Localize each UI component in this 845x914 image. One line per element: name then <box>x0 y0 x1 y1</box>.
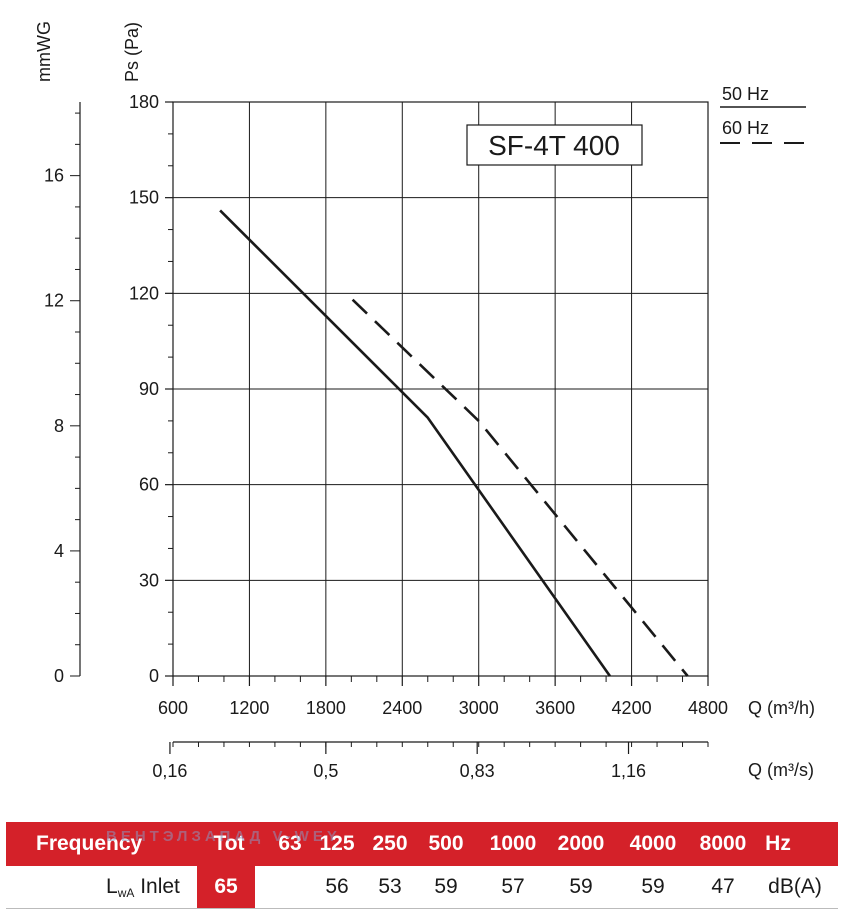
curve-60hz <box>351 298 689 677</box>
value-250: 53 <box>378 875 402 898</box>
value-4000: 59 <box>641 875 665 898</box>
y-tick-label: 180 <box>129 92 159 112</box>
x-tick-label: 1800 <box>306 698 346 718</box>
lwa-subscript: wA <box>117 885 135 900</box>
m3s-tick-label: 0,16 <box>152 761 187 781</box>
value-1000: 57 <box>501 875 525 898</box>
value-500: 59 <box>434 875 458 898</box>
table-header-row: Frequency Tot 63 125 250 500 1000 2000 4… <box>6 822 838 866</box>
legend-label-60hz: 60 Hz <box>722 118 769 138</box>
frequency-label: Frequency <box>36 832 143 855</box>
value-8000: 47 <box>711 875 735 898</box>
x-tick-label: 3000 <box>459 698 499 718</box>
model-label: SF-4T 400 <box>488 130 620 161</box>
inlet-text: Inlet <box>134 874 180 898</box>
y-tick-label: 0 <box>149 666 159 686</box>
performance-chart: 0 4 8 12 16 0 30 60 90 120 150 180 600 1200 1800 2400… <box>34 21 815 781</box>
y-tick-label: 60 <box>139 475 159 495</box>
m3h-axis-title: Q (m³/h) <box>748 698 815 718</box>
pa-axis-title: Ps (Pa) <box>122 22 142 82</box>
mmwg-tick-label: 4 <box>54 541 64 561</box>
value-2000: 59 <box>569 875 593 898</box>
value-125: 56 <box>325 875 349 898</box>
mmwg-tick-label: 16 <box>44 166 64 186</box>
band-125-header: 125 <box>319 832 355 855</box>
x-tick-label: 1200 <box>229 698 269 718</box>
hz-unit: Hz <box>765 832 791 855</box>
m3s-axis-title: Q (m³/s) <box>748 760 814 780</box>
m3s-tick-label: 0,5 <box>313 761 338 781</box>
m3s-tick-label: 1,16 <box>611 761 646 781</box>
curve-50hz <box>219 209 611 677</box>
lwa-symbol: L <box>106 874 118 898</box>
tot-value: 65 <box>197 866 255 908</box>
m3s-axis: 0,16 0,5 0,83 1,16 <box>152 741 709 781</box>
table-data-row: LwA Inlet 65 56 53 59 57 59 59 47 dB(A) <box>6 866 838 909</box>
band-8000-header: 8000 <box>699 832 747 855</box>
x-tick-label: 3600 <box>535 698 575 718</box>
x-tick-label: 600 <box>158 698 188 718</box>
tot-header: Tot <box>213 832 245 855</box>
m3h-axis: 600 1200 1800 2400 3000 3600 4200 4800 <box>158 676 728 718</box>
x-tick-label: 4800 <box>688 698 728 718</box>
curves <box>219 209 689 677</box>
mmwg-tick-label: 12 <box>44 291 64 311</box>
band-250-header: 250 <box>372 832 408 855</box>
band-500-header: 500 <box>428 832 464 855</box>
mmwg-tick-label: 0 <box>54 666 64 686</box>
grid-lines <box>172 101 709 677</box>
mmwg-axis: 0 4 8 12 16 <box>44 102 81 686</box>
legend: 50 Hz 60 Hz <box>720 84 806 144</box>
x-tick-label: 4200 <box>612 698 652 718</box>
lwa-inlet-label: LwA Inlet <box>106 875 180 900</box>
y-tick-label: 30 <box>139 570 159 590</box>
m3s-tick-label: 0,83 <box>460 761 495 781</box>
y-tick-label: 150 <box>129 188 159 208</box>
band-63-header: 63 <box>278 832 302 855</box>
y-tick-label: 120 <box>129 283 159 303</box>
mmwg-tick-label: 8 <box>54 416 64 436</box>
legend-label-50hz: 50 Hz <box>722 84 769 104</box>
mmwg-axis-title: mmWG <box>34 21 54 82</box>
y-tick-label: 90 <box>139 379 159 399</box>
model-label-box: SF-4T 400 <box>466 124 643 166</box>
pa-axis: 0 30 60 90 120 150 180 <box>129 92 173 686</box>
sound-power-table: Frequency Tot 63 125 250 500 1000 2000 4… <box>6 822 838 910</box>
dba-unit: dB(A) <box>768 875 822 898</box>
band-4000-header: 4000 <box>629 832 677 855</box>
band-2000-header: 2000 <box>557 832 605 855</box>
band-1000-header: 1000 <box>489 832 537 855</box>
x-tick-label: 2400 <box>382 698 422 718</box>
